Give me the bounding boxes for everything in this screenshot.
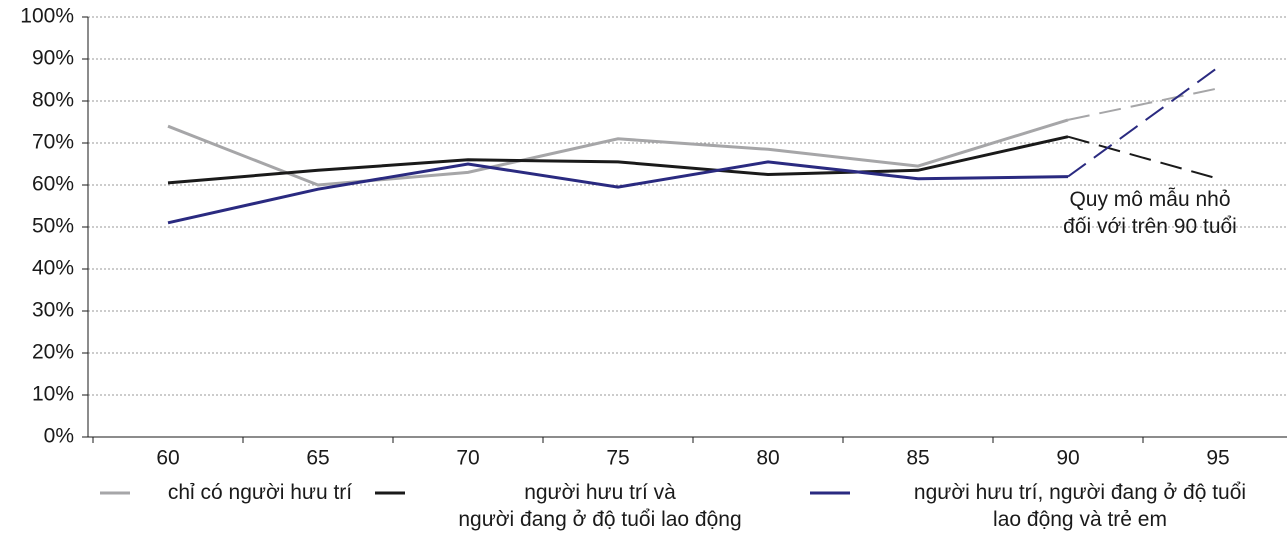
series-line xyxy=(167,118,1069,187)
x-tick-label: 60 xyxy=(156,447,179,470)
x-tick-label: 75 xyxy=(606,447,629,470)
series-line-dashed xyxy=(1067,66,1219,178)
y-tick-label: 100% xyxy=(20,5,74,28)
x-tick-label: 70 xyxy=(456,447,479,470)
y-tick-label: 20% xyxy=(32,341,74,364)
y-tick-label: 40% xyxy=(32,257,74,280)
y-tick-label: 70% xyxy=(32,131,74,154)
y-tick-label: 90% xyxy=(32,47,74,70)
annotation: Quy mô mẫu nhỏ đối với trên 90 tuổi xyxy=(1063,188,1237,238)
y-tick-label: 30% xyxy=(32,299,74,322)
y-tick-label: 80% xyxy=(32,89,74,112)
series-line xyxy=(167,160,1069,225)
series-line-dashed xyxy=(1067,87,1219,121)
legend-label: người hưu trí và người đang ở độ tuổi la… xyxy=(458,481,742,531)
x-tick-label: 85 xyxy=(906,447,929,470)
series-line-dashed xyxy=(1067,135,1219,180)
x-tick-label: 95 xyxy=(1206,447,1229,470)
legend-label: người hưu trí, người đang ở độ tuổi lao … xyxy=(913,481,1247,531)
legend-label: chỉ có người hưu trí xyxy=(167,481,353,504)
series-line xyxy=(167,135,1069,185)
y-tick-label: 10% xyxy=(32,383,74,406)
x-tick-label: 80 xyxy=(756,447,779,470)
x-tick-label: 65 xyxy=(306,447,329,470)
x-tick-label: 90 xyxy=(1056,447,1079,470)
y-tick-label: 60% xyxy=(32,173,74,196)
y-tick-label: 50% xyxy=(32,215,74,238)
y-tick-label: 0% xyxy=(44,425,74,448)
